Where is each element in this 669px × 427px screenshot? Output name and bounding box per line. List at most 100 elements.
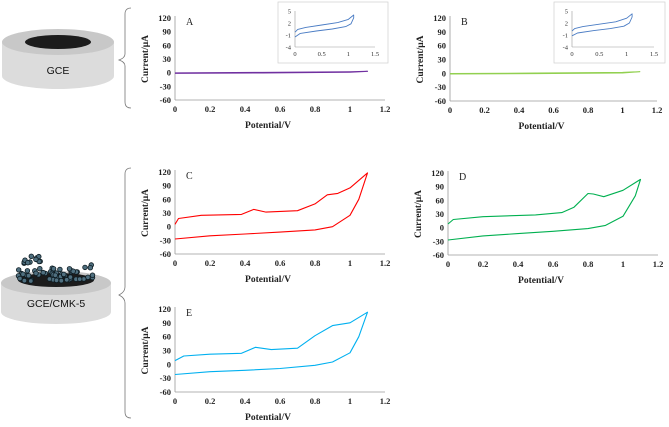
x-tick-label: 0.2: [205, 258, 216, 268]
inset-y-tick-label: -4: [286, 45, 292, 52]
cv-curve-d: [447, 178, 642, 241]
y-tick-label: -60: [160, 249, 171, 259]
y-tick-label: 120: [158, 304, 171, 314]
y-axis-label: Current/μA: [416, 35, 426, 83]
cv-curve-c: [174, 172, 369, 240]
x-tick-label: 0.4: [240, 258, 251, 268]
y-tick-label: 120: [433, 13, 446, 23]
inset-x-tick-label: 1: [347, 51, 350, 58]
x-tick-label: 0: [448, 105, 452, 115]
cmk5-particle: [82, 264, 88, 271]
inset-frame: [553, 1, 666, 64]
inset-y-tick-label: 5: [565, 9, 568, 16]
x-tick-label: 0: [173, 104, 177, 114]
x-tick-label: 0: [446, 259, 450, 269]
x-tick-label: 1: [621, 259, 625, 269]
cv-curve-e: [174, 311, 369, 376]
y-tick-label: 120: [158, 167, 171, 177]
y-axis-label: Current/μA: [141, 189, 151, 237]
inset-y-tick-label: 2: [288, 21, 291, 28]
x-tick-label: 1.2: [380, 104, 391, 114]
y-tick-label: 60: [163, 194, 172, 204]
y-tick-label: 120: [158, 13, 171, 23]
y-tick-label: 0: [440, 223, 444, 233]
cmk5-particle: [28, 253, 34, 259]
y-tick-label: 90: [438, 27, 447, 37]
panel-label: C: [186, 171, 193, 182]
y-tick-label: -60: [435, 96, 446, 106]
y-tick-label: 60: [163, 332, 172, 342]
y-tick-label: -30: [160, 373, 171, 383]
inset-x-tick-label: 0: [293, 51, 296, 58]
y-tick-label: 60: [436, 195, 445, 205]
inset-x-tick-label: 0.5: [595, 51, 603, 58]
y-tick-label: 90: [163, 27, 172, 37]
x-tick-label: 0.8: [583, 259, 594, 269]
y-tick-label: 30: [163, 346, 172, 356]
inset-chart-b: 5 2 -1 -40 0.5 1 1.5: [553, 1, 666, 64]
x-tick-label: 0.8: [310, 104, 321, 114]
panel-label: B: [461, 17, 468, 28]
y-tick-label: 90: [436, 182, 445, 192]
x-tick-label: 1: [620, 105, 624, 115]
x-tick-label: 0.4: [513, 259, 524, 269]
y-tick-label: -60: [433, 250, 444, 260]
x-tick-label: 0.6: [548, 259, 559, 269]
x-tick-label: 1.2: [380, 258, 391, 268]
inset-x-tick-label: 0: [570, 51, 573, 58]
y-tick-label: 0: [167, 222, 171, 232]
x-axis-label: Potential/V: [245, 121, 291, 131]
cv-curve-a: [174, 70, 369, 74]
cmk5-particle: [50, 266, 57, 272]
panel-label: A: [186, 17, 194, 28]
cmk5-particle: [76, 276, 83, 282]
bracket-gce-cmk5: [118, 167, 132, 419]
y-tick-label: -30: [433, 236, 444, 246]
cmk5-particle: [16, 267, 22, 273]
x-tick-label: 0: [173, 396, 177, 406]
y-tick-label: -30: [160, 235, 171, 245]
inset-y-tick-label: -1: [563, 33, 568, 40]
y-tick-label: 90: [163, 181, 172, 191]
y-tick-label: 30: [163, 208, 172, 218]
cmk5-particle: [53, 277, 60, 283]
inset-x-tick-label: 1: [625, 51, 628, 58]
cmk5-particle: [40, 269, 46, 276]
inset-chart-a: 5 2 -1 -40 0.5 1 1.5: [277, 1, 389, 64]
y-tick-label: 30: [436, 209, 445, 219]
x-tick-label: 1: [348, 104, 352, 114]
bracket-gce: [117, 7, 132, 109]
cmk5-particle: [17, 275, 23, 282]
y-tick-label: 0: [167, 359, 171, 369]
x-tick-label: 1: [348, 396, 352, 406]
cmk5-particle: [25, 260, 31, 266]
x-axis-label: Potential/V: [245, 275, 291, 285]
x-tick-label: 0.8: [583, 105, 594, 115]
inset-y-tick-label: -1: [286, 33, 291, 40]
x-axis-label: Potential/V: [519, 122, 565, 132]
x-tick-label: 1.2: [653, 259, 664, 269]
cmk5-particle: [52, 272, 58, 278]
cmk5-particle: [24, 268, 31, 274]
x-tick-label: 0.2: [205, 396, 216, 406]
panel-label: D: [459, 172, 466, 183]
y-tick-label: 0: [167, 68, 171, 78]
electrode-label-gce-cmk5: GCE/CMK-5: [27, 298, 86, 310]
gce-cmk5-electrode-illustration: GCE/CMK-5: [1, 253, 111, 324]
cmk5-particle: [20, 271, 26, 277]
x-axis-label: Potential/V: [245, 413, 291, 423]
cmk5-particle: [87, 265, 93, 271]
panel-label: E: [186, 308, 192, 319]
cmk5-particle: [89, 272, 96, 278]
cmk5-particle: [57, 266, 63, 273]
x-tick-label: 0.2: [205, 104, 216, 114]
cv-curve-b: [449, 71, 641, 75]
y-axis-label: Current/μA: [141, 35, 151, 83]
inset-frame: [277, 1, 389, 64]
y-tick-label: -60: [160, 387, 171, 397]
electrode-surface-icon: [25, 35, 91, 49]
x-tick-label: 0.8: [310, 258, 321, 268]
